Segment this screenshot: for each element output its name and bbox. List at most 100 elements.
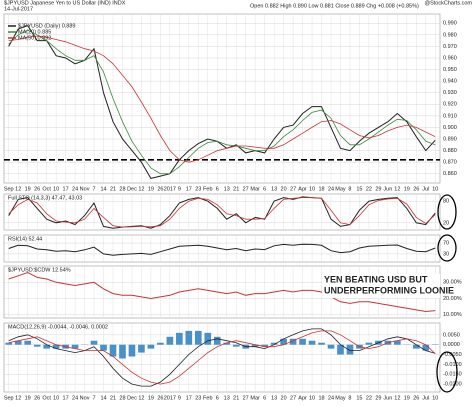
histogram-bar bbox=[213, 336, 221, 345]
y-tick-label: 0.910 bbox=[443, 113, 457, 119]
y-tick-label: 30.00% bbox=[443, 280, 462, 286]
x-tick-label: 2017 bbox=[164, 395, 176, 401]
x-tick-label: 13 bbox=[224, 186, 230, 192]
histogram-bar bbox=[176, 332, 183, 345]
x-tick-label: Jun bbox=[383, 395, 392, 401]
x-tick-label: 26 bbox=[413, 395, 419, 401]
x-tick-label: Feb bbox=[203, 395, 212, 401]
histogram-bar bbox=[157, 342, 164, 345]
x-tick-label: Dec bbox=[127, 395, 137, 401]
source: @StockCharts.com bbox=[425, 0, 473, 6]
x-tick-label: May bbox=[335, 186, 346, 192]
histogram-bar bbox=[24, 340, 32, 345]
histogram-bar bbox=[394, 340, 401, 345]
x-tick-label: 26 bbox=[157, 395, 163, 401]
annotation: UNDERPERFORMING LOONIE bbox=[324, 285, 454, 295]
x-tick-label: Sep bbox=[4, 395, 14, 401]
x-tick-label: 27 bbox=[243, 395, 249, 401]
panel-title: RSI(14) 52.44 bbox=[8, 236, 42, 242]
histogram-bar bbox=[119, 344, 126, 359]
x-tick-label: 29 bbox=[375, 395, 381, 401]
x-tick-label: 10 bbox=[432, 395, 438, 401]
x-tick-label: 26 bbox=[413, 186, 419, 192]
y-tick-label: 0.900 bbox=[443, 125, 457, 131]
histogram-bar bbox=[223, 342, 231, 345]
histogram-bar bbox=[128, 344, 136, 357]
y-tick-label: 0.880 bbox=[443, 148, 457, 154]
x-tick-label: 29 bbox=[375, 186, 381, 192]
histogram-bar bbox=[327, 344, 335, 349]
histogram-bar bbox=[308, 340, 316, 345]
x-tick-label: 12 bbox=[138, 395, 144, 401]
x-tick-label: 7 bbox=[93, 395, 96, 401]
y-tick-label: 20.00% bbox=[443, 296, 462, 302]
x-tick-label: 20 bbox=[281, 186, 287, 192]
x-tick-label: 20 bbox=[281, 395, 287, 401]
x-tick-label: Sep bbox=[4, 186, 14, 192]
x-tick-label: 19 bbox=[148, 395, 154, 401]
histogram-bar bbox=[261, 344, 268, 347]
legend-label: MA(20) 0.885 bbox=[18, 29, 51, 35]
x-tick-label: 23 bbox=[195, 186, 201, 192]
histogram-bar bbox=[14, 340, 22, 345]
y-tick-label: 0.950 bbox=[443, 67, 457, 73]
y-tick-label: -0.0200 bbox=[443, 382, 462, 388]
x-tick-label: Nov bbox=[80, 395, 90, 401]
x-tick-label: 19 bbox=[148, 186, 154, 192]
x-tick-label: Jul bbox=[422, 395, 429, 401]
histogram-bar bbox=[194, 330, 202, 345]
x-tick-label: 13 bbox=[224, 395, 230, 401]
histogram-bar bbox=[138, 344, 145, 353]
histogram-bar bbox=[318, 342, 325, 345]
x-tick-label: 17 bbox=[186, 395, 192, 401]
x-tick-label: 23 bbox=[195, 395, 201, 401]
x-tick-label: 24 bbox=[328, 395, 334, 401]
chart-date: 14-Jul-2017 bbox=[4, 6, 33, 12]
histogram-bar bbox=[33, 344, 41, 347]
series-line bbox=[8, 196, 436, 229]
y-tick-label: 0.940 bbox=[443, 79, 457, 85]
x-tick-label: 15 bbox=[356, 395, 362, 401]
histogram-bar bbox=[147, 344, 155, 349]
x-tick-label: 19 bbox=[25, 186, 31, 192]
x-tick-label: 17 bbox=[63, 186, 69, 192]
x-tick-label: 10 bbox=[432, 186, 438, 192]
x-tick-label: Apr bbox=[298, 186, 307, 192]
x-tick-label: 27 bbox=[243, 186, 249, 192]
histogram-bar bbox=[346, 344, 354, 355]
series-line bbox=[8, 271, 436, 313]
x-tick-label: 10 bbox=[53, 186, 59, 192]
series-line bbox=[8, 330, 436, 385]
x-tick-label: 14 bbox=[100, 395, 106, 401]
series-line bbox=[8, 197, 436, 228]
panel-frame bbox=[3, 193, 441, 231]
x-tick-label: 27 bbox=[290, 186, 296, 192]
series-line bbox=[8, 29, 436, 175]
x-tick-label: 26 bbox=[34, 186, 40, 192]
chart-title: $JPYUSD Japanese Yen to US Dollar (IND) … bbox=[4, 0, 126, 6]
x-tick-label: 6 bbox=[216, 395, 219, 401]
x-tick-label: 12 bbox=[138, 186, 144, 192]
x-tick-label: Oct bbox=[42, 395, 51, 401]
y-tick-label: 20 bbox=[443, 220, 449, 226]
panel-frame bbox=[3, 322, 441, 393]
x-tick-label: 12 bbox=[15, 186, 21, 192]
histogram-bar bbox=[299, 338, 306, 345]
x-tick-label: 13 bbox=[271, 395, 277, 401]
histogram-bar bbox=[52, 344, 60, 349]
x-tick-label: 17 bbox=[186, 186, 192, 192]
x-tick-label: Oct bbox=[42, 186, 51, 192]
histogram-bar bbox=[204, 332, 212, 345]
x-tick-label: Jul bbox=[422, 186, 429, 192]
x-tick-label: 26 bbox=[34, 395, 40, 401]
panel-title: MACD(12,26,9) -0.0044, -0.0046, 0.0002 bbox=[8, 324, 108, 330]
histogram-bar bbox=[412, 344, 420, 349]
y-tick-label: 30 bbox=[443, 251, 449, 257]
x-tick-label: 28 bbox=[119, 395, 125, 401]
x-tick-label: 21 bbox=[110, 395, 116, 401]
x-tick-label: Mar bbox=[250, 186, 260, 192]
x-tick-label: 9 bbox=[178, 186, 181, 192]
x-tick-label: Dec bbox=[127, 186, 137, 192]
x-tick-label: 22 bbox=[366, 186, 372, 192]
